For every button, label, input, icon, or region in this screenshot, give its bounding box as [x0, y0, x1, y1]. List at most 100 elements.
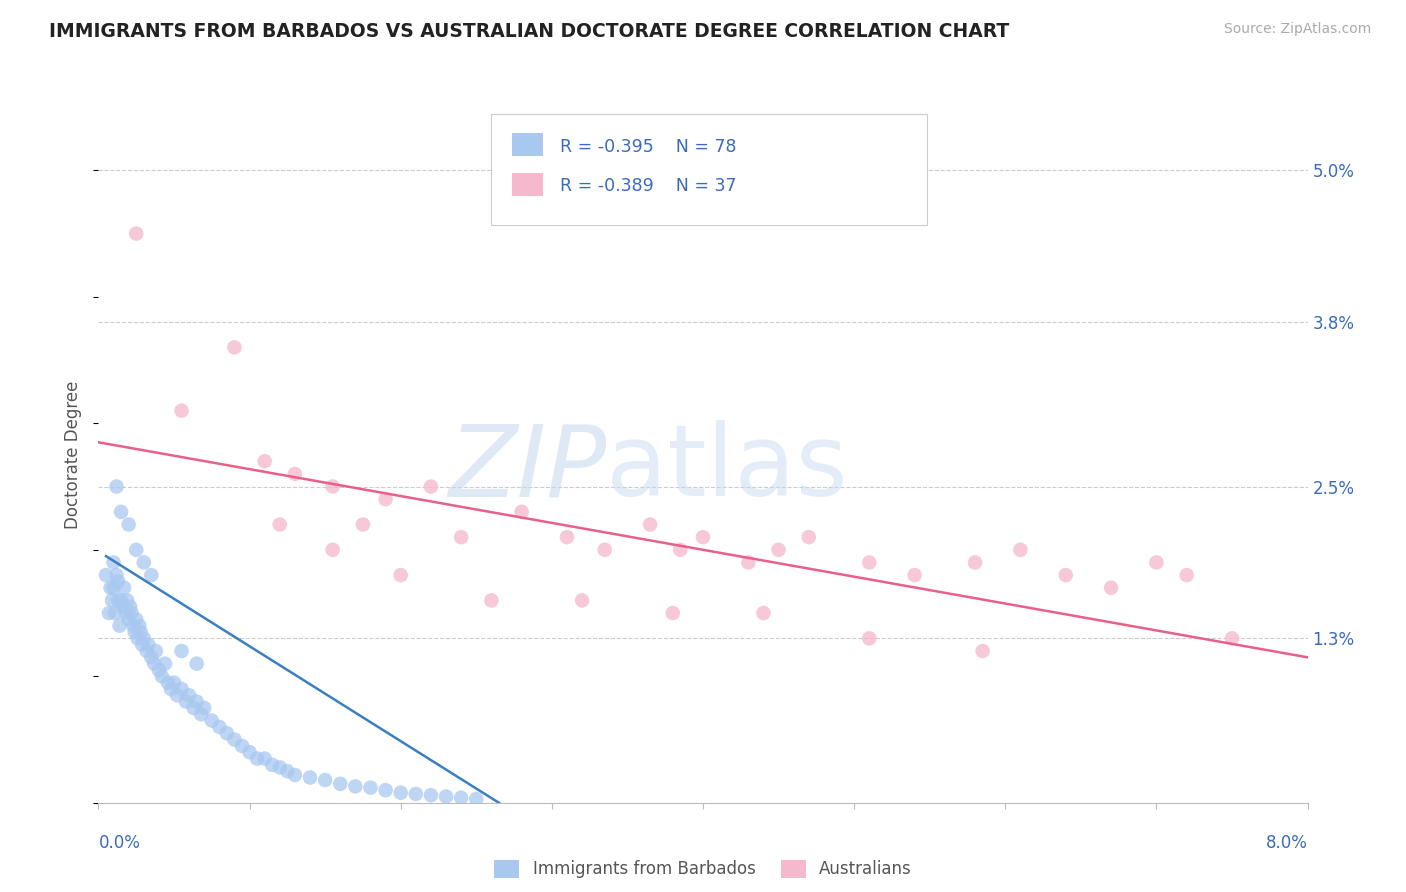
- Point: [127, 632, 149, 646]
- Point: [752, 606, 775, 620]
- Text: Source: ZipAtlas.com: Source: ZipAtlas.com: [1223, 22, 1371, 37]
- Point: [136, 638, 159, 652]
- Point: [170, 403, 193, 417]
- Point: [131, 638, 153, 652]
- Point: [111, 599, 134, 614]
- Point: [129, 625, 152, 640]
- Text: ZIP: ZIP: [449, 420, 606, 517]
- Legend: Immigrants from Barbados, Australians: Immigrants from Barbados, Australians: [488, 853, 918, 885]
- Point: [352, 517, 374, 532]
- Point: [374, 492, 396, 507]
- Point: [112, 581, 135, 595]
- Point: [115, 593, 138, 607]
- Point: [148, 663, 170, 677]
- Point: [638, 517, 661, 532]
- Point: [153, 657, 176, 671]
- Point: [128, 618, 150, 632]
- Point: [135, 644, 157, 658]
- Point: [98, 606, 121, 620]
- Point: [174, 695, 197, 709]
- Point: [163, 675, 186, 690]
- FancyBboxPatch shape: [512, 133, 543, 156]
- Point: [132, 556, 155, 570]
- Point: [420, 479, 443, 493]
- Point: [360, 780, 382, 795]
- Point: [179, 688, 201, 702]
- Point: [1099, 581, 1122, 595]
- Point: [118, 517, 141, 532]
- Point: [450, 530, 472, 544]
- Point: [105, 479, 128, 493]
- Point: [797, 530, 820, 544]
- Point: [132, 632, 155, 646]
- Point: [107, 574, 129, 589]
- Point: [100, 581, 122, 595]
- Point: [284, 768, 307, 782]
- Point: [107, 593, 129, 607]
- Point: [170, 644, 193, 658]
- Point: [201, 714, 224, 728]
- Point: [276, 764, 298, 779]
- Point: [269, 760, 291, 774]
- Point: [692, 530, 714, 544]
- Point: [269, 517, 291, 532]
- FancyBboxPatch shape: [492, 114, 927, 226]
- Point: [224, 732, 246, 747]
- Point: [768, 542, 790, 557]
- Point: [208, 720, 231, 734]
- Point: [405, 787, 427, 801]
- Point: [121, 606, 143, 620]
- Point: [183, 701, 205, 715]
- Point: [1146, 556, 1168, 570]
- Point: [122, 618, 145, 632]
- Point: [571, 593, 593, 607]
- Point: [322, 479, 344, 493]
- Point: [434, 789, 457, 804]
- Point: [166, 688, 188, 702]
- Point: [170, 681, 193, 696]
- FancyBboxPatch shape: [512, 172, 543, 196]
- Text: 8.0%: 8.0%: [1265, 834, 1308, 852]
- Point: [965, 556, 987, 570]
- Point: [389, 786, 412, 800]
- Point: [662, 606, 685, 620]
- Text: R = -0.395    N = 78: R = -0.395 N = 78: [561, 137, 737, 156]
- Text: R = -0.389    N = 37: R = -0.389 N = 37: [561, 178, 737, 195]
- Point: [186, 657, 208, 671]
- Point: [322, 542, 344, 557]
- Point: [972, 644, 994, 658]
- Point: [389, 568, 412, 582]
- Point: [103, 556, 125, 570]
- Point: [193, 701, 215, 715]
- Point: [253, 751, 276, 765]
- Point: [125, 227, 148, 241]
- Point: [141, 568, 163, 582]
- Point: [231, 739, 253, 753]
- Point: [329, 777, 352, 791]
- Point: [284, 467, 307, 481]
- Point: [108, 618, 131, 632]
- Point: [858, 632, 880, 646]
- Point: [118, 612, 141, 626]
- Point: [593, 542, 616, 557]
- Point: [374, 783, 396, 797]
- Point: [510, 505, 533, 519]
- Point: [94, 568, 117, 582]
- Point: [150, 669, 173, 683]
- Point: [1054, 568, 1077, 582]
- Point: [104, 606, 127, 620]
- Point: [190, 707, 212, 722]
- Point: [1010, 542, 1032, 557]
- Point: [904, 568, 927, 582]
- Point: [124, 625, 146, 640]
- Text: 0.0%: 0.0%: [98, 834, 141, 852]
- Point: [253, 454, 276, 468]
- Point: [141, 650, 163, 665]
- Point: [420, 788, 443, 802]
- Point: [481, 593, 503, 607]
- Point: [1220, 632, 1243, 646]
- Point: [465, 792, 488, 806]
- Point: [110, 505, 132, 519]
- Y-axis label: Doctorate Degree: Doctorate Degree: [65, 381, 83, 529]
- Point: [262, 757, 284, 772]
